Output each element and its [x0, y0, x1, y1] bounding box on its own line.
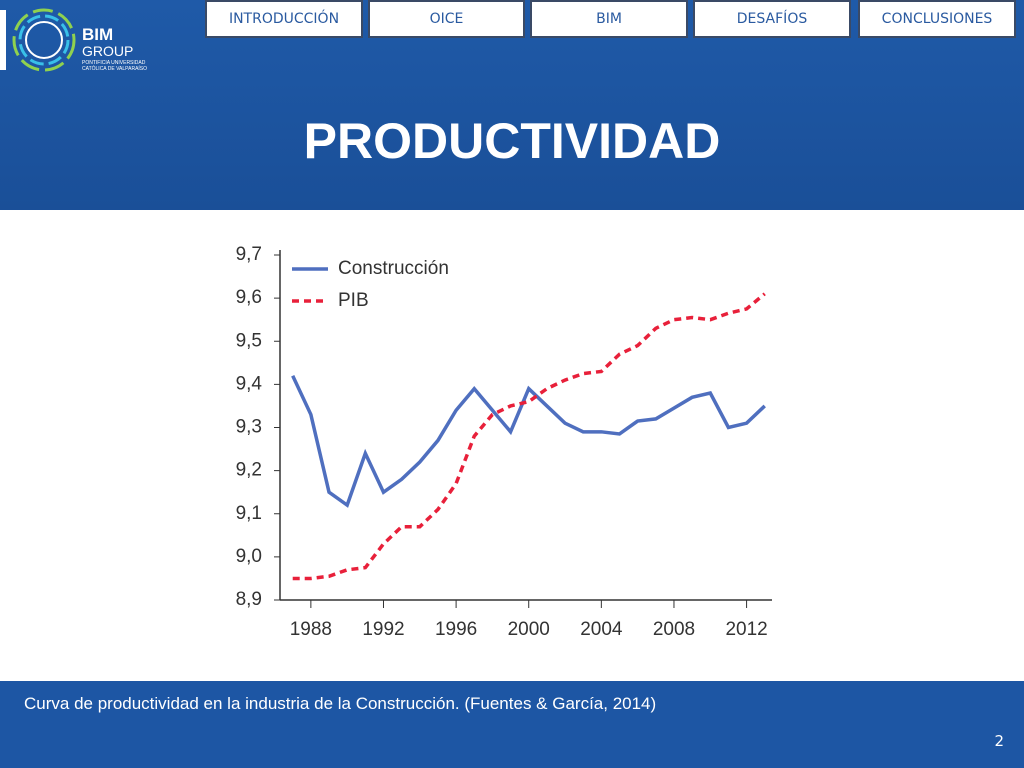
x-tick-label: 2012 [725, 619, 767, 640]
slide-title: PRODUCTIVIDAD [303, 113, 721, 169]
chart: 8,9 9,0 9,1 9,2 9,3 9,4 9,5 9,6 9,7 1988 1992 1996 2… [236, 244, 772, 640]
legend-label: Construcción [338, 258, 449, 279]
line-series [291, 375, 766, 508]
x-tick-label: 2008 [653, 619, 695, 640]
logo-ring [12, 8, 76, 72]
y-tick-label: 9,5 [236, 330, 262, 351]
x-tick-label: 1988 [290, 619, 332, 640]
y-tick-label: 9,0 [236, 546, 262, 567]
nav-tab[interactable]: INTRODUCCIÓN [205, 0, 363, 38]
nav-tab[interactable]: CONCLUSIONES [858, 0, 1016, 38]
y-tick-label: 9,1 [236, 503, 262, 524]
logo-ring [18, 14, 70, 66]
line-series [292, 292, 766, 581]
y-tick-label: 9,6 [236, 287, 262, 308]
y-tick-label: 9,3 [236, 417, 262, 438]
legend-label: PIB [338, 290, 369, 311]
y-tick-label: 9,4 [236, 373, 263, 394]
logo-group: GROUP [82, 43, 133, 59]
x-tick-label: 2000 [508, 619, 550, 640]
logo-line: CATÓLICA DE VALPARAÍSO [82, 65, 147, 72]
x-tick-label: 2004 [580, 619, 623, 640]
y-tick-label: 9,2 [236, 460, 262, 481]
page-number: 2 [994, 732, 1004, 750]
logo-line: PONTIFICIA UNIVERSIDAD [82, 60, 146, 66]
logo: BIM GROUP PONTIFICIA UNIVERSIDAD CATÓLIC… [0, 8, 147, 72]
x-tick-label: 1996 [435, 619, 477, 640]
y-tick-label: 9,7 [236, 244, 262, 265]
y-tick-label: 8,9 [236, 589, 262, 610]
caption: Curva de productividad en la industria d… [24, 694, 657, 713]
logo-bar [0, 10, 6, 70]
footer [0, 681, 1024, 768]
nav-tab[interactable]: OICE [368, 0, 525, 38]
logo-name: BIM [82, 25, 113, 44]
nav-tab[interactable]: BIM [530, 0, 688, 38]
nav-tab[interactable]: DESAFÍOS [693, 0, 851, 38]
logo-ring [25, 21, 63, 59]
x-tick-label: 1992 [362, 619, 404, 640]
